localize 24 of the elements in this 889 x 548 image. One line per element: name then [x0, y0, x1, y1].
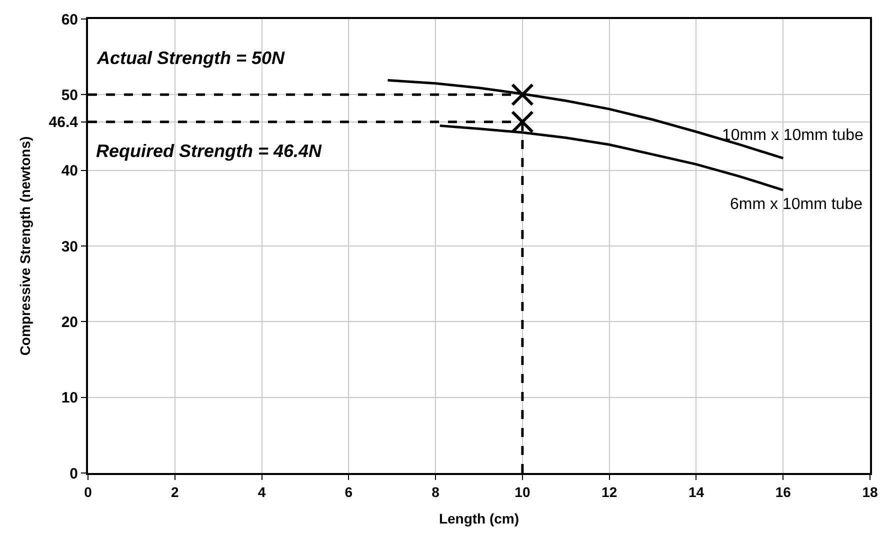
- y-tick-label: 46.4: [48, 114, 79, 132]
- x-axis-title: Length (cm): [438, 510, 520, 527]
- x-tick-label: 6: [344, 484, 353, 500]
- y-tick-label: 10: [61, 390, 78, 407]
- x-tick-label: 0: [84, 484, 92, 500]
- x-tick-label: 14: [688, 484, 704, 500]
- annotation: Required Strength = 46.4N: [96, 141, 323, 161]
- x-tick-label: 18: [862, 484, 878, 500]
- y-tick-label: 30: [61, 238, 78, 256]
- x-tick-label: 4: [258, 484, 266, 500]
- y-tick-label: 0: [70, 465, 78, 482]
- x-tick-label: 2: [170, 484, 179, 500]
- x-tick-label: 10: [514, 484, 530, 500]
- y-tick-label: 20: [61, 314, 78, 331]
- y-tick-label: 50: [61, 86, 78, 104]
- y-axis-title: Compressive Strength (newtons): [16, 136, 33, 356]
- x-tick-label: 16: [775, 484, 792, 500]
- x-tick-label: 8: [432, 484, 440, 500]
- y-tick-label: 40: [61, 162, 78, 180]
- y-tick-label: 60: [61, 11, 78, 28]
- x-tick-label: 12: [602, 484, 618, 500]
- series-label: 10mm x 10mm tube: [722, 127, 864, 144]
- series-label: 6mm x 10mm tube: [730, 196, 863, 213]
- annotation: Actual Strength = 50N: [96, 48, 286, 68]
